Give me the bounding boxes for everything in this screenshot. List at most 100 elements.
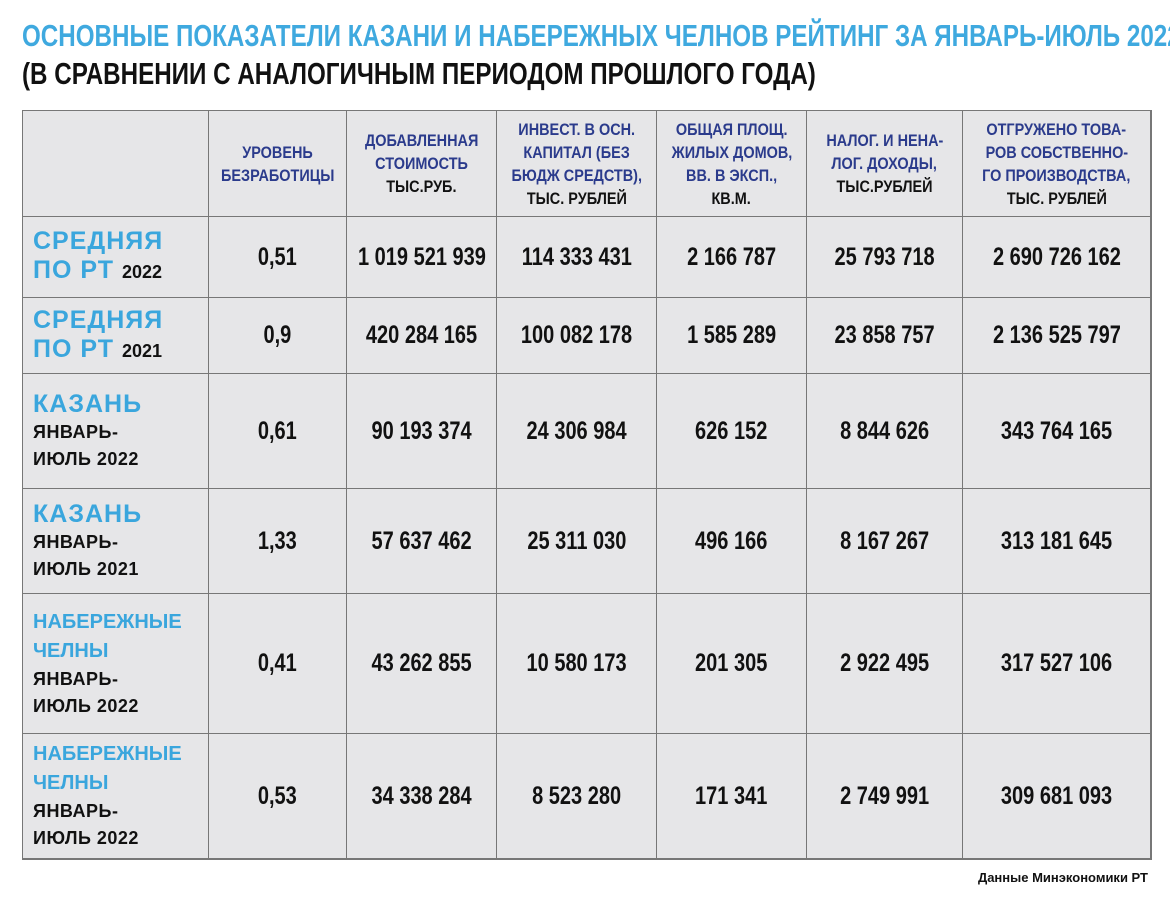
value-cell: 43 262 855 xyxy=(347,594,497,734)
value-cell: 57 637 462 xyxy=(347,489,497,594)
column-header: УРОВЕНЬ БЕЗРАБОТИЦЫ xyxy=(209,111,347,217)
subtitle: (В СРАВНЕНИИ С АНАЛОГИЧНЫМ ПЕРИОДОМ ПРОШ… xyxy=(22,56,1040,92)
value: 201 305 xyxy=(695,649,768,677)
row-label: КАЗАНЬ ЯНВАРЬ- ИЮЛЬ 2021 xyxy=(23,489,209,594)
header-line: УРОВЕНЬ xyxy=(242,142,313,162)
header-line: ТЫС. РУБЛЕЙ xyxy=(1006,188,1107,208)
value: 2 749 991 xyxy=(840,781,929,810)
header-line: ОТГРУЖЕНО ТОВА- xyxy=(986,119,1127,139)
header-line: КВ.М. xyxy=(711,188,752,208)
title-text: ОСНОВНЫЕ ПОКАЗАТЕЛИ КАЗАНИ И НАБЕРЕЖНЫХ … xyxy=(22,18,1170,53)
value-cell: 34 338 284 xyxy=(347,734,497,859)
value: 24 306 984 xyxy=(526,416,627,445)
row-name: СРЕДНЯЯ xyxy=(33,227,208,256)
value-cell: 171 341 xyxy=(657,734,807,859)
row-name-text: ЧЕЛНЫ xyxy=(33,639,109,662)
row-name: НАБЕРЕЖНЫЕ xyxy=(33,608,208,637)
value-cell: 0,41 xyxy=(209,594,347,734)
row-period: 2021 xyxy=(121,340,162,361)
value: 25 311 030 xyxy=(527,526,626,555)
row-period: ЯНВАРЬ- xyxy=(33,801,119,821)
value-cell: 313 181 645 xyxy=(963,489,1151,594)
value-cell: 114 333 431 xyxy=(497,217,657,298)
value: 496 166 xyxy=(695,526,768,555)
header-line: ВВ. В ЭКСП., xyxy=(685,165,778,185)
value-cell: 201 305 xyxy=(657,594,807,734)
value: 57 637 462 xyxy=(371,526,472,555)
header-line: РОВ СОБСТВЕННО- xyxy=(985,142,1128,162)
row-name-text: ЧЕЛНЫ xyxy=(33,772,109,794)
value-cell: 23 858 757 xyxy=(807,298,963,374)
row-period: 2022 xyxy=(121,262,162,282)
row-name-text: НАБЕРЕЖНЫЕ xyxy=(33,610,182,633)
row-name: ПО РТ 2022 xyxy=(33,256,208,287)
value: 171 341 xyxy=(695,781,768,810)
value: 313 181 645 xyxy=(1000,526,1113,555)
title: ОСНОВНЫЕ ПОКАЗАТЕЛИ КАЗАНИ И НАБЕРЕЖНЫХ … xyxy=(22,18,1170,54)
row-name-text: ПО РТ xyxy=(33,256,114,284)
value: 90 193 374 xyxy=(371,416,472,445)
header-line: ТЫС. РУБЛЕЙ xyxy=(526,188,627,208)
row-period: ИЮЛЬ 2022 xyxy=(33,448,139,469)
row-period: ИЮЛЬ 2021 xyxy=(33,558,139,579)
header-line: ЖИЛЫХ ДОМОВ, xyxy=(671,142,792,162)
value: 2 136 525 797 xyxy=(992,321,1121,349)
row-label: СРЕДНЯЯ ПО РТ 2022 xyxy=(23,217,209,298)
row-name: ЧЕЛНЫ xyxy=(33,637,208,666)
value-cell: 0,51 xyxy=(209,217,347,298)
value-cell: 2 690 726 162 xyxy=(963,217,1151,298)
row-name: ПО РТ 2021 xyxy=(33,335,208,366)
value-cell: 2 136 525 797 xyxy=(963,298,1151,374)
value: 0,53 xyxy=(258,781,297,810)
subtitle-text: (В СРАВНЕНИИ С АНАЛОГИЧНЫМ ПЕРИОДОМ ПРОШ… xyxy=(22,56,816,91)
value: 0,61 xyxy=(258,416,297,445)
value-cell: 1 019 521 939 xyxy=(347,217,497,298)
value-cell: 25 311 030 xyxy=(497,489,657,594)
row-name-text: КАЗАНЬ xyxy=(33,499,143,528)
header-line: ГО ПРОИЗВОДСТВА, xyxy=(982,165,1131,185)
value: 343 764 165 xyxy=(1000,416,1113,445)
column-header: ОБЩАЯ ПЛОЩ. ЖИЛЫХ ДОМОВ, ВВ. В ЭКСП., КВ.М. xyxy=(657,111,807,217)
value-cell: 0,61 xyxy=(209,374,347,489)
value: 626 152 xyxy=(695,416,768,445)
row-period: ИЮЛЬ 2022 xyxy=(33,695,139,716)
value: 8 844 626 xyxy=(840,416,929,445)
value-cell: 1,33 xyxy=(209,489,347,594)
header-line: КАПИТАЛ (БЕЗ xyxy=(523,142,630,162)
value-cell: 420 284 165 xyxy=(347,298,497,374)
value: 100 082 178 xyxy=(520,321,633,349)
row-name: КАЗАНЬ xyxy=(33,500,208,529)
column-header: ИНВЕСТ. В ОСН. КАПИТАЛ (БЕЗ БЮДЖ СРЕДСТВ),… xyxy=(497,111,657,217)
row-name: СРЕДНЯЯ xyxy=(33,306,208,335)
row-name: ЧЕЛНЫ xyxy=(33,769,208,798)
corner-cell xyxy=(23,111,209,217)
row-name-text: КАЗАНЬ xyxy=(33,389,143,418)
value: 8 167 267 xyxy=(840,526,929,555)
column-header: ОТГРУЖЕНО ТОВА- РОВ СОБСТВЕННО- ГО ПРОИЗВО… xyxy=(963,111,1151,217)
row-name-text: ПО РТ xyxy=(33,334,114,363)
header-line: ЛОГ. ДОХОДЫ, xyxy=(831,154,938,173)
value: 2 166 787 xyxy=(687,242,776,271)
header-line: ИНВЕСТ. В ОСН. xyxy=(518,119,635,139)
header-line: ДОБАВЛЕННАЯ xyxy=(364,131,479,150)
row-label: КАЗАНЬ ЯНВАРЬ- ИЮЛЬ 2022 xyxy=(23,374,209,489)
value-cell: 90 193 374 xyxy=(347,374,497,489)
row-name-text: СРЕДНЯЯ xyxy=(33,305,164,334)
value: 420 284 165 xyxy=(365,321,478,349)
value-cell: 343 764 165 xyxy=(963,374,1151,489)
value-cell: 2 922 495 xyxy=(807,594,963,734)
value-cell: 317 527 106 xyxy=(963,594,1151,734)
value: 0,9 xyxy=(263,321,292,349)
row-period: ЯНВАРЬ- xyxy=(33,421,119,442)
value-cell: 626 152 xyxy=(657,374,807,489)
value: 1,33 xyxy=(258,526,297,555)
value-cell: 2 749 991 xyxy=(807,734,963,859)
value: 43 262 855 xyxy=(371,649,472,677)
value-cell: 0,53 xyxy=(209,734,347,859)
value-cell: 10 580 173 xyxy=(497,594,657,734)
header-line: БЮДЖ СРЕДСТВ), xyxy=(511,165,642,185)
value-cell: 2 166 787 xyxy=(657,217,807,298)
row-period: ИЮЛЬ 2022 xyxy=(33,828,139,848)
value: 0,51 xyxy=(258,242,297,271)
row-label: СРЕДНЯЯ ПО РТ 2021 xyxy=(23,298,209,374)
